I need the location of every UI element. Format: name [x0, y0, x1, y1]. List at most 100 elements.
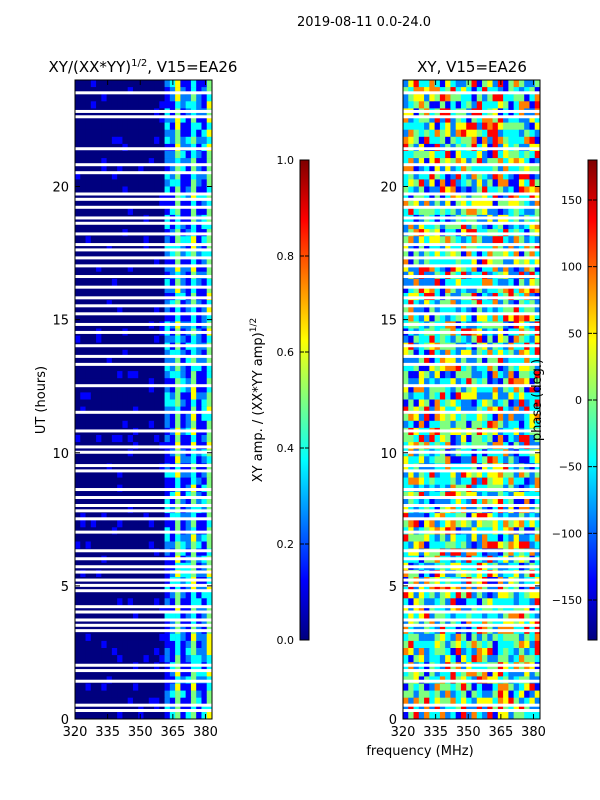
heatmap-cell [429, 399, 435, 407]
heatmap-cell [169, 612, 176, 620]
heatmap-cell [75, 136, 81, 145]
heatmap-cell [154, 498, 160, 507]
heatmap-cell [196, 200, 202, 209]
heatmap-cell [524, 385, 530, 393]
heatmap-cell [111, 250, 118, 258]
heatmap-cell [471, 285, 478, 294]
heatmap-cell [132, 463, 139, 471]
heatmap-cell [138, 87, 144, 95]
heatmap-cell [408, 136, 414, 145]
heatmap-cell [455, 165, 462, 173]
heatmap-cell [148, 697, 155, 706]
heatmap-cell [132, 548, 139, 556]
heatmap-cell [403, 186, 409, 194]
heatmap-cell [127, 371, 134, 379]
heatmap-cell [154, 456, 160, 464]
heatmap-cell [143, 278, 150, 287]
heatmap-cell [180, 200, 186, 209]
heatmap-cell [492, 115, 499, 123]
heatmap-cell [476, 314, 483, 322]
heatmap-cell [508, 179, 514, 187]
heatmap-cell [466, 307, 472, 315]
heatmap-cell [154, 605, 160, 613]
heatmap-cell [101, 314, 107, 322]
heatmap-cell [206, 115, 213, 123]
heatmap-cell [450, 456, 456, 464]
heatmap-cell [529, 307, 536, 315]
heatmap-cell [518, 591, 525, 599]
heatmap-cell [127, 697, 134, 706]
flag-gap-row [403, 256, 540, 260]
heatmap-cell [101, 129, 107, 138]
heatmap-cell [434, 463, 441, 471]
heatmap-cell [497, 122, 504, 130]
heatmap-cell [90, 584, 97, 592]
heatmap-cell [143, 477, 150, 485]
heatmap-cell [529, 520, 536, 528]
heatmap-cell [450, 349, 456, 358]
heatmap-cell [143, 371, 150, 379]
heatmap-cell [450, 207, 456, 216]
heatmap-cell [497, 307, 504, 315]
heatmap-cell [111, 669, 118, 677]
heatmap-cell [497, 356, 504, 365]
heatmap-cell [106, 115, 113, 123]
heatmap-cell [492, 541, 499, 549]
heatmap-cell [190, 655, 197, 663]
heatmap-cell [487, 548, 493, 556]
heatmap-cell [122, 151, 128, 159]
heatmap-cell [450, 669, 456, 677]
heatmap-cell [175, 569, 181, 578]
heatmap-cell [408, 222, 414, 230]
heatmap-cell [445, 591, 451, 599]
heatmap-cell [80, 399, 86, 407]
heatmap-cell [148, 136, 155, 145]
flag-gap-row [403, 248, 540, 252]
heatmap-cell [445, 371, 451, 379]
heatmap-cell [180, 193, 186, 201]
heatmap-cell [492, 257, 499, 265]
heatmap-cell [185, 420, 192, 429]
heatmap-cell [159, 371, 165, 379]
heatmap-cell [408, 207, 414, 216]
heatmap-cell [439, 690, 446, 698]
heatmap-cell [408, 534, 414, 542]
heatmap-cell [445, 648, 451, 656]
heatmap-cell [497, 399, 504, 407]
heatmap-cell [132, 158, 139, 166]
heatmap-cell [529, 243, 536, 251]
heatmap-cell [439, 257, 446, 265]
heatmap-cell [196, 491, 202, 500]
heatmap-cell [460, 349, 467, 358]
heatmap-cell [85, 619, 92, 627]
heatmap-cell [497, 371, 504, 379]
heatmap-cell [127, 477, 134, 485]
heatmap-cell [190, 300, 197, 308]
heatmap-cell [190, 264, 197, 272]
colorbar-tick-label: 0.2 [277, 538, 295, 551]
heatmap-cell [85, 115, 92, 123]
heatmap-cell [143, 264, 150, 272]
heatmap-cell [206, 151, 213, 159]
heatmap-cell [524, 186, 530, 194]
heatmap-cell [180, 385, 186, 393]
heatmap-cell [466, 257, 472, 265]
heatmap-cell [164, 243, 171, 251]
heatmap-cell [175, 399, 181, 407]
heatmap-cell [497, 314, 504, 322]
heatmap-cell [471, 314, 478, 322]
heatmap-cell [492, 456, 499, 464]
heatmap-cell [185, 115, 192, 123]
heatmap-cell [466, 179, 472, 187]
heatmap-cell [122, 193, 128, 201]
heatmap-cell [476, 655, 483, 663]
heatmap-cell [445, 640, 451, 649]
flag-gap-row [75, 275, 212, 279]
heatmap-cell [424, 349, 430, 358]
heatmap-cell [159, 435, 165, 443]
heatmap-cell [164, 591, 171, 599]
heatmap-cell [96, 534, 102, 542]
heatmap-cell [460, 207, 467, 216]
heatmap-cell [482, 158, 488, 166]
heatmap-cell [439, 669, 446, 677]
